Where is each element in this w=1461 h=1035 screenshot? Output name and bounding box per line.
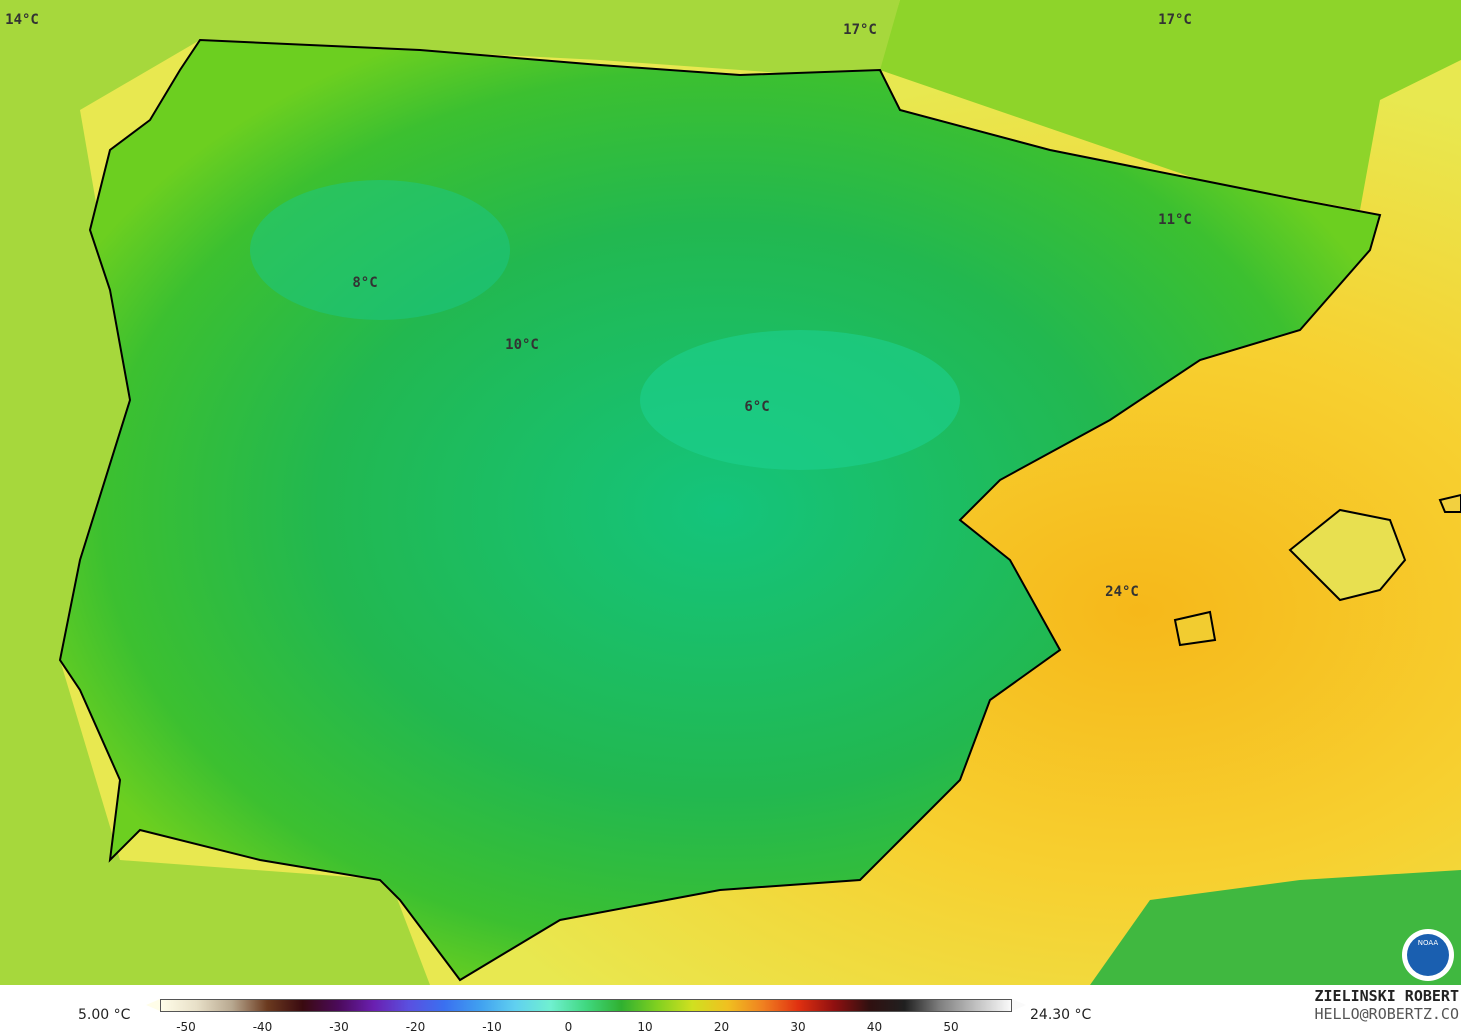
colorbar-tick: 0 <box>564 1020 573 1034</box>
temperature-label: 8°C <box>352 275 377 291</box>
noaa-logo-inner <box>1407 934 1449 976</box>
colorbar-tick: -50 <box>176 1020 196 1034</box>
ibiza <box>1173 610 1217 647</box>
author: ZIELINSKI ROBERT <box>1314 987 1460 1005</box>
temperature-label: 17°C <box>1158 12 1192 28</box>
temperature-label: 10°C <box>505 337 539 353</box>
colorbar-tick: 50 <box>943 1020 959 1034</box>
cold-core <box>640 330 960 470</box>
mallorca <box>1288 508 1407 602</box>
menorca <box>1438 493 1461 513</box>
colorbar-arrow <box>146 999 160 1011</box>
colorbar-tick: -40 <box>252 1020 273 1034</box>
colorbar-tick: 30 <box>790 1020 806 1034</box>
africa <box>1090 870 1461 985</box>
colorbar <box>160 999 1012 1012</box>
labels: 14°C 17°C 17°C 11°C 8°C 10°C 6°C 24°C <box>5 12 1192 600</box>
atlantic <box>0 0 900 985</box>
temperature-map: 14°C 17°C 17°C 11°C 8°C 10°C 6°C 24°C NOAA <box>0 0 1461 985</box>
colorbar-tick: 40 <box>866 1020 883 1034</box>
colorbar-tick: 20 <box>713 1020 730 1034</box>
colorbar-arrow <box>1012 999 1026 1011</box>
legend-min: 5.00 °C <box>78 1007 131 1023</box>
cold-core <box>250 180 510 320</box>
temperature-label: 24°C <box>1105 584 1139 600</box>
colorbar-tick: -20 <box>405 1020 426 1034</box>
temperature-label: 14°C <box>5 12 39 28</box>
temperature-label: 17°C <box>843 22 877 38</box>
temperature-label: 11°C <box>1158 212 1192 228</box>
colorbar-tick: -30 <box>329 1020 349 1034</box>
france <box>880 0 1461 210</box>
temperature-label: 6°C <box>744 399 769 415</box>
colorbar-tick: 10 <box>637 1020 653 1034</box>
noaa-text: NOAA <box>1418 939 1439 947</box>
legend-max: 24.30 °C <box>1030 1007 1092 1023</box>
colorbar-tick: -10 <box>482 1020 502 1034</box>
contact: HELLO@ROBERTZ.CO <box>1314 1005 1460 1023</box>
legend-bar: 5.00 °C 24.30 °C ZIELINSKI ROBERT HELLO@… <box>0 985 1461 1035</box>
